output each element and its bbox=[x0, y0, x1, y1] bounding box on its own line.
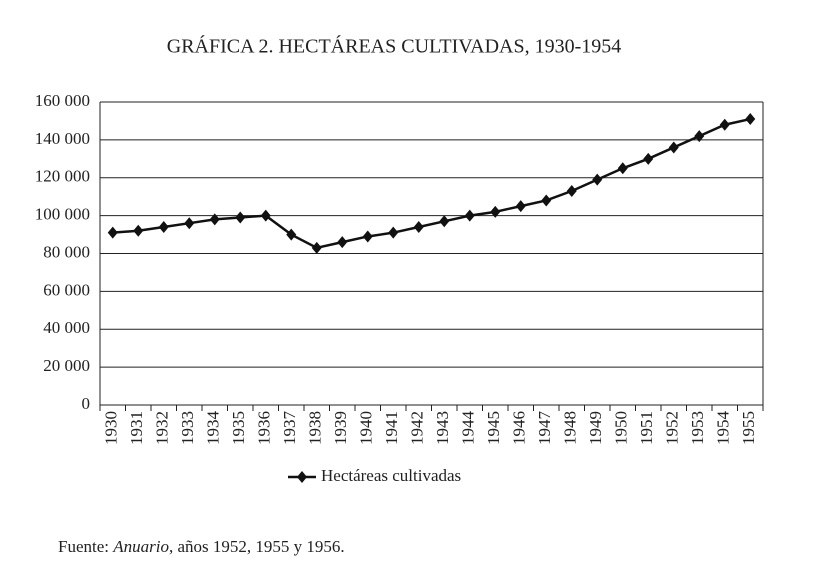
data-point bbox=[413, 220, 424, 233]
data-point bbox=[286, 228, 297, 241]
x-tick-label: 1950 bbox=[612, 411, 631, 445]
data-point bbox=[311, 241, 322, 254]
y-tick-label: 20 000 bbox=[43, 356, 90, 375]
data-point bbox=[515, 200, 526, 213]
x-tick-label: 1933 bbox=[178, 411, 197, 445]
legend-label: Hectáreas cultivadas bbox=[321, 466, 461, 485]
y-tick-label: 80 000 bbox=[43, 242, 90, 261]
x-tick-label: 1943 bbox=[433, 411, 452, 445]
x-tick-label: 1934 bbox=[204, 411, 223, 446]
y-tick-label: 160 000 bbox=[35, 91, 90, 110]
x-tick-label: 1942 bbox=[408, 411, 427, 445]
y-tick-label: 40 000 bbox=[43, 318, 90, 337]
y-tick-label: 120 000 bbox=[35, 167, 90, 186]
data-point bbox=[745, 113, 756, 126]
data-point bbox=[388, 226, 399, 239]
data-point bbox=[107, 226, 118, 239]
source-prefix: Fuente: bbox=[58, 537, 113, 556]
x-tick-label: 1930 bbox=[102, 411, 121, 445]
x-tick-label: 1944 bbox=[459, 411, 478, 446]
x-tick-label: 1931 bbox=[127, 411, 146, 445]
x-tick-label: 1938 bbox=[306, 411, 325, 445]
data-point bbox=[337, 236, 348, 249]
x-tick-label: 1949 bbox=[586, 411, 605, 445]
x-tick-label: 1955 bbox=[739, 411, 758, 445]
series-line bbox=[112, 117, 751, 250]
x-tick-label: 1941 bbox=[382, 411, 401, 445]
x-tick-label: 1932 bbox=[153, 411, 172, 445]
x-tick-label: 1952 bbox=[663, 411, 682, 445]
source-note: Fuente: Anuario, años 1952, 1955 y 1956. bbox=[58, 537, 345, 556]
x-tick-label: 1936 bbox=[255, 411, 274, 445]
source-suffix: , años 1952, 1955 y 1956. bbox=[169, 537, 345, 556]
data-point bbox=[209, 213, 220, 226]
data-point bbox=[464, 209, 475, 222]
data-point bbox=[592, 173, 603, 186]
x-tick-label: 1939 bbox=[331, 411, 350, 445]
x-tick-label: 1935 bbox=[229, 411, 248, 445]
data-point bbox=[158, 220, 169, 233]
x-tick-label: 1945 bbox=[484, 411, 503, 445]
data-point bbox=[235, 211, 246, 224]
data-point bbox=[260, 209, 271, 222]
x-tick-label: 1954 bbox=[714, 411, 733, 446]
data-point bbox=[566, 185, 577, 198]
data-point bbox=[184, 217, 195, 230]
x-tick-label: 1953 bbox=[688, 411, 707, 445]
data-point bbox=[694, 130, 705, 143]
data-point bbox=[362, 230, 373, 243]
legend-marker bbox=[297, 471, 307, 483]
y-tick-label: 0 bbox=[82, 394, 91, 413]
data-point bbox=[719, 118, 730, 131]
x-tick-label: 1940 bbox=[357, 411, 376, 445]
data-point bbox=[490, 205, 501, 218]
chart-title: GRÁFICA 2. HECTÁREAS CULTIVADAS, 1930-19… bbox=[167, 35, 622, 58]
x-tick-label: 1937 bbox=[280, 411, 299, 446]
data-point bbox=[439, 215, 450, 228]
x-tick-label: 1948 bbox=[561, 411, 580, 445]
y-tick-label: 100 000 bbox=[35, 205, 90, 224]
data-point bbox=[643, 152, 654, 165]
data-point bbox=[133, 224, 144, 237]
y-tick-label: 140 000 bbox=[35, 129, 90, 148]
data-point bbox=[617, 162, 628, 175]
data-point bbox=[668, 141, 679, 154]
data-point bbox=[541, 194, 552, 207]
x-tick-label: 1951 bbox=[637, 411, 656, 445]
x-tick-label: 1947 bbox=[535, 411, 554, 446]
source-italic: Anuario bbox=[112, 537, 169, 556]
x-tick-label: 1946 bbox=[510, 411, 529, 445]
y-tick-label: 60 000 bbox=[43, 280, 90, 299]
